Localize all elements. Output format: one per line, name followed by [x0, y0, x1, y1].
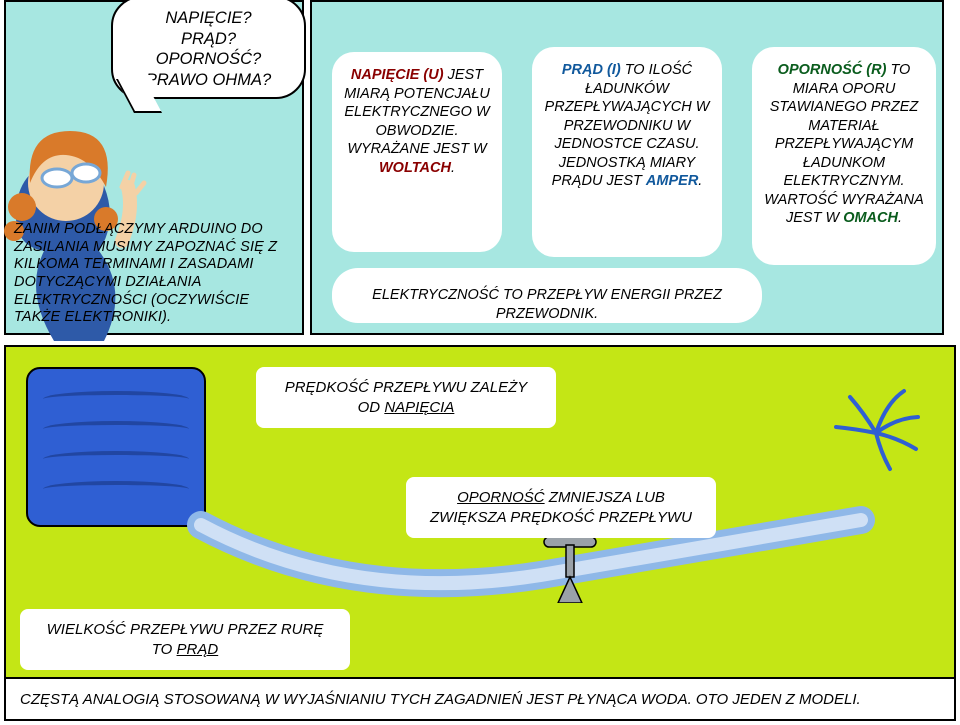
- unit-ohm: OMACH: [843, 210, 898, 226]
- card-resistance: OPORNOŚĆ (R) TO MIARA OPORU STAWIANEGO P…: [752, 47, 936, 265]
- unit-volt: WOLTACH: [379, 160, 451, 176]
- top-row: NAPIĘCIE? PRĄD? OPORNOŚĆ? PRAWO OHMA? Z: [0, 0, 960, 335]
- label-current: WIELKOŚĆ PRZEPŁYWU PRZEZ RURĘ TO PRĄD: [20, 609, 350, 670]
- text: .: [898, 210, 902, 226]
- panel-definitions: NAPIĘCIE (U) JEST MIARĄ POTENCJAŁU ELEKT…: [310, 0, 944, 335]
- comic-page: NAPIĘCIE? PRĄD? OPORNOŚĆ? PRAWO OHMA? Z: [0, 0, 960, 725]
- card-voltage: NAPIĘCIE (U) JEST MIARĄ POTENCJAŁU ELEKT…: [332, 52, 502, 252]
- text: TO MIARA OPORU STAWIANEGO PRZEZ MATERIAŁ…: [764, 62, 924, 226]
- thought-line: OPORNOŚĆ?: [156, 50, 261, 68]
- term-voltage: NAPIĘCIE (U): [351, 67, 444, 83]
- thought-line: PRAWO OHMA?: [146, 71, 271, 89]
- text: .: [451, 160, 455, 176]
- term-current: PRĄD: [177, 641, 219, 658]
- term-current: PRĄD (I): [562, 62, 621, 78]
- text: OD: [358, 399, 385, 416]
- unit-amper: AMPER: [646, 173, 698, 189]
- term-resistance: OPORNOŚĆ (R): [778, 62, 887, 78]
- text: TO ILOŚĆ ŁADUNKÓW PRZEPŁYWAJĄCYCH W PRZE…: [545, 62, 710, 189]
- text: .: [698, 173, 702, 189]
- card-current: PRĄD (I) TO ILOŚĆ ŁADUNKÓW PRZEPŁYWAJĄCY…: [532, 47, 722, 257]
- text: PRĘDKOŚĆ PRZEPŁYWU ZALEŻY: [285, 379, 528, 396]
- panel-teacher: NAPIĘCIE? PRĄD? OPORNOŚĆ? PRAWO OHMA? Z: [4, 0, 304, 335]
- intro-text: ZANIM PODŁĄCZYMY ARDUINO DO ZASILANIA MU…: [14, 221, 294, 327]
- thought-line: PRĄD?: [181, 30, 236, 48]
- wave-icon: [43, 481, 189, 497]
- wave-icon: [43, 421, 189, 437]
- label-speed: PRĘDKOŚĆ PRZEPŁYWU ZALEŻY OD NAPIĘCIA: [256, 367, 556, 428]
- splash-icon: [826, 383, 926, 473]
- thought-bubble: NAPIĘCIE? PRĄD? OPORNOŚĆ? PRAWO OHMA?: [111, 0, 306, 99]
- card-electricity-strip: ELEKTRYCZNOŚĆ TO PRZEPŁYW ENERGII PRZEZ …: [332, 268, 762, 323]
- label-resistance: OPORNOŚĆ ZMNIEJSZA LUB ZWIĘKSZA PRĘDKOŚĆ…: [406, 477, 716, 538]
- thought-line: NAPIĘCIE?: [165, 9, 251, 27]
- water-tank-icon: [26, 367, 206, 527]
- valve-icon: [538, 533, 602, 603]
- wave-icon: [43, 451, 189, 467]
- term-voltage: NAPIĘCIA: [384, 399, 454, 416]
- analogy-caption: CZĘSTĄ ANALOGIĄ STOSOWANĄ W WYJAŚNIANIU …: [6, 677, 954, 719]
- panel-analogy: PRĘDKOŚĆ PRZEPŁYWU ZALEŻY OD NAPIĘCIA OP…: [4, 345, 956, 721]
- wave-icon: [43, 391, 189, 407]
- term-resistance: OPORNOŚĆ: [457, 489, 545, 506]
